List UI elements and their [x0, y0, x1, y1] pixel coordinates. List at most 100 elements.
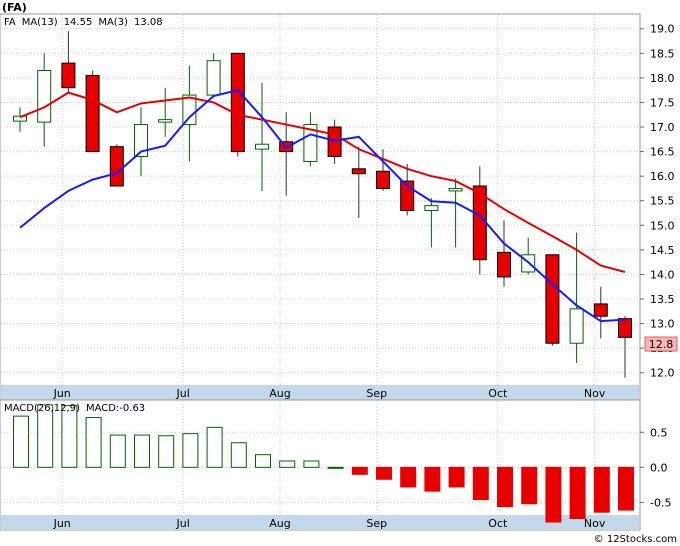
macd-x-labels: Jun Jul Aug Sep Oct Nov [53, 517, 606, 530]
candle-body-down [593, 303, 608, 317]
price-y-tick-label: 16.0 [650, 170, 675, 183]
price-x-tick-label: Jun [53, 387, 71, 400]
price-badge: 12.8 [649, 338, 674, 351]
candle-body-down [497, 251, 511, 278]
macd-x-tick-label: Sep [366, 517, 387, 530]
macd-x-tick-label: Jul [176, 517, 190, 530]
macd-bar [303, 460, 320, 468]
price-candles [13, 31, 632, 378]
macd-bar [37, 404, 54, 468]
macd-bar [351, 466, 368, 475]
candle-body-up [569, 308, 584, 344]
macd-y-tick-label: -0.5 [650, 496, 671, 509]
macd-bar [618, 466, 634, 511]
price-y-tick-label: 14.0 [650, 268, 675, 281]
candle [351, 146, 366, 218]
legend-item: MACD:-0.63 [86, 403, 145, 414]
macd-legend: MACD(26,12,9) MACD:-0.63 [4, 403, 145, 414]
macd-bar [13, 415, 29, 468]
price-y-tick-label: 13.0 [650, 318, 675, 331]
price-panel [0, 13, 641, 401]
candle [85, 70, 100, 153]
legend-item: FA [4, 17, 16, 28]
candle-body-up [134, 124, 148, 158]
macd-bar [497, 466, 513, 508]
macd-bar [521, 466, 538, 505]
price-y-tick-label: 18.5 [650, 47, 675, 60]
candle-body-down [61, 62, 76, 89]
price-y-tick-label: 13.5 [650, 293, 675, 306]
macd-bar [134, 434, 150, 468]
legend-item: MA(13) [22, 17, 58, 28]
price-y-tick-label: 17.0 [650, 121, 675, 134]
candle-body-down [230, 52, 245, 153]
price-y-tick-label: 19.0 [650, 23, 675, 36]
candle [593, 286, 608, 339]
candle-body-up [255, 143, 269, 150]
candle-body-down [376, 170, 390, 189]
candle-body-up [206, 60, 221, 96]
macd-bar [158, 435, 175, 468]
macd-bar [182, 433, 199, 468]
candle [182, 65, 197, 162]
candle [109, 144, 124, 187]
macd-bar [593, 466, 610, 513]
macd-y-tick-label: 0.0 [650, 461, 668, 474]
legend-item: MACD(26,12,9) [4, 403, 80, 414]
ma-short-line [19, 89, 626, 323]
candle-body-down [545, 254, 560, 344]
macd-bar [206, 426, 223, 468]
candle-body-down [618, 318, 632, 338]
footer-credit: © 12Stocks.com [594, 534, 677, 545]
price-x-tick-label: Sep [366, 387, 387, 400]
macd-y-tick-label: 0.5 [650, 426, 668, 439]
candle [424, 198, 439, 248]
macd-bar [109, 434, 126, 468]
candle-body-up [158, 119, 173, 123]
candle-body-down [351, 168, 366, 175]
candle [569, 232, 584, 363]
candle [61, 31, 76, 93]
macd-x-axis-band [1, 515, 639, 530]
candle [376, 149, 390, 191]
price-y-labels: 19.0 18.5 18.0 17.5 17.0 16.5 16.0 15.5 15.0 14.5… [650, 23, 675, 380]
candle [255, 82, 269, 191]
candle [448, 178, 463, 248]
candle-body-up [37, 70, 52, 123]
macd-x-tick-label: Oct [488, 517, 508, 530]
macd-bar [327, 466, 344, 469]
price-x-axis-band [1, 385, 639, 400]
price-badge-box [644, 336, 678, 352]
price-y-tick-label: 15.0 [650, 219, 675, 232]
chart-title: (FA) [2, 1, 27, 14]
macd-x-tick-label: Nov [584, 517, 606, 530]
candle-body-down [85, 74, 100, 153]
macd-y-labels: 0.5 0.0 -0.5 [650, 426, 671, 509]
price-y-tick-label: 18.0 [650, 72, 675, 85]
candle-body-up [182, 94, 197, 126]
price-x-tick-label: Nov [584, 387, 606, 400]
macd-bar [448, 466, 465, 488]
candle-body-up [448, 187, 463, 192]
legend-item: MA(3) [98, 17, 128, 28]
price-y-tick-label: 14.5 [650, 244, 675, 257]
candle-body-down [109, 146, 124, 187]
candle [303, 112, 318, 167]
macd-bars [13, 404, 634, 523]
macd-bar [230, 442, 247, 468]
macd-x-tick-label: Jun [53, 517, 71, 530]
candle [134, 107, 148, 177]
price-y-tick-label: 17.5 [650, 96, 675, 109]
price-legend: FA MA(13) 14.55 MA(3) 13.08 [4, 17, 163, 28]
macd-panel [0, 399, 641, 531]
macd-bar [279, 460, 296, 468]
legend-item: 14.55 [64, 17, 93, 28]
macd-bar [61, 405, 78, 468]
macd-bar [400, 466, 417, 488]
price-x-tick-label: Aug [269, 387, 290, 400]
price-y-tick-label: 12.0 [650, 367, 675, 380]
candle [497, 220, 511, 287]
macd-bar [85, 417, 102, 468]
candle [618, 316, 632, 378]
